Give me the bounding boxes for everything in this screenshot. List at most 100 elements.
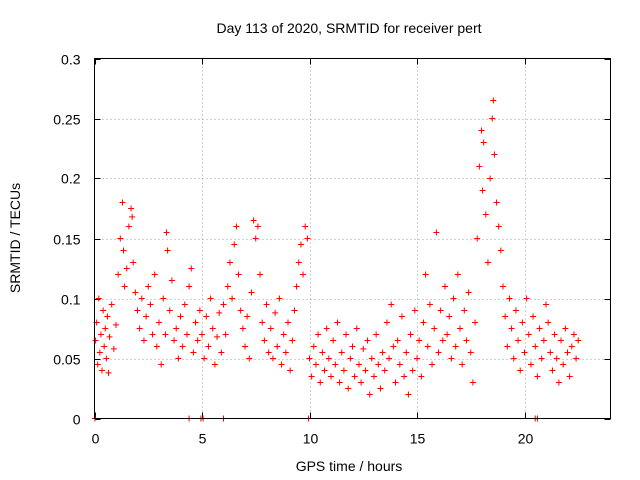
y-tick-label: 0.25 (53, 112, 80, 128)
data-point (510, 355, 517, 362)
y-tick-label: 0.1 (61, 292, 81, 308)
data-point (231, 241, 238, 248)
data-point (536, 325, 543, 332)
data-point (373, 331, 380, 338)
data-point (340, 367, 347, 374)
data-point (211, 361, 218, 368)
data-point (338, 349, 345, 356)
data-point (164, 247, 171, 254)
data-point (573, 355, 580, 362)
data-point (493, 199, 500, 206)
data-point (439, 337, 446, 344)
data-point (196, 307, 203, 314)
data-point (551, 331, 558, 338)
data-point (134, 307, 141, 314)
data-point (216, 309, 223, 316)
data-point (113, 321, 119, 328)
data-point (203, 313, 210, 320)
x-tick-label: 5 (199, 431, 207, 447)
data-point (194, 337, 201, 344)
data-point (205, 343, 212, 350)
data-point (237, 307, 244, 314)
data-point (547, 349, 554, 356)
plot-frame (94, 58, 611, 419)
data-point (293, 283, 300, 290)
data-point (130, 259, 137, 266)
data-point (115, 271, 122, 278)
data-point (192, 319, 199, 326)
data-point (254, 223, 261, 230)
data-points (91, 97, 582, 422)
data-point (145, 283, 152, 290)
data-point (261, 337, 268, 344)
data-point (388, 301, 395, 308)
data-point (321, 367, 328, 374)
data-point (504, 343, 511, 350)
data-point (117, 235, 124, 242)
data-point (401, 373, 408, 380)
data-point (239, 325, 246, 332)
data-point (104, 313, 111, 320)
chart-title: Day 113 of 2020, SRMTID for receiver per… (216, 20, 481, 36)
data-point (508, 325, 515, 332)
data-point (171, 337, 178, 344)
data-point (121, 283, 128, 290)
data-point (106, 333, 113, 340)
data-point (362, 367, 369, 374)
data-point (437, 307, 444, 314)
data-point (411, 307, 418, 314)
data-point (523, 295, 530, 302)
data-point (416, 337, 423, 344)
data-point (555, 379, 562, 386)
data-point (160, 295, 167, 302)
data-point (125, 223, 132, 230)
data-point (405, 391, 412, 398)
data-point (246, 355, 253, 362)
data-point (530, 313, 537, 320)
data-point (452, 343, 459, 350)
data-point (287, 367, 294, 374)
data-point (575, 337, 582, 344)
data-point (429, 361, 436, 368)
data-point (482, 211, 489, 218)
data-point (472, 319, 479, 326)
data-point (244, 313, 251, 320)
data-point (306, 355, 313, 362)
data-point (105, 369, 112, 376)
data-point (562, 325, 569, 332)
data-point (448, 355, 455, 362)
data-point (183, 331, 190, 338)
data-point (386, 355, 393, 362)
data-point (489, 115, 496, 122)
data-point (102, 325, 109, 332)
data-point (201, 355, 208, 362)
data-point (123, 265, 130, 272)
x-tick-label: 15 (410, 431, 426, 447)
data-point (457, 325, 463, 332)
data-point (274, 343, 281, 350)
data-point (435, 349, 442, 356)
data-point (558, 337, 565, 344)
data-point (317, 379, 324, 386)
data-point (487, 175, 494, 182)
data-point (188, 265, 195, 272)
data-point (490, 97, 497, 104)
data-point (129, 213, 136, 220)
data-point (222, 331, 229, 338)
data-point (265, 349, 272, 356)
data-point (119, 199, 126, 206)
data-point (420, 319, 427, 326)
x-tick-label: 0 (92, 431, 100, 447)
data-point (132, 289, 139, 296)
y-tick-labels: 0 0.05 0.1 0.15 0.2 0.25 0.3 (53, 52, 80, 428)
data-point (517, 367, 524, 374)
data-point (272, 309, 279, 316)
data-point (101, 343, 108, 350)
data-point (181, 301, 188, 308)
data-point (138, 295, 145, 302)
data-point (534, 373, 541, 380)
data-point (128, 205, 135, 212)
data-point (343, 331, 350, 338)
y-axis-label: SRMTID / TECUs (7, 183, 23, 293)
